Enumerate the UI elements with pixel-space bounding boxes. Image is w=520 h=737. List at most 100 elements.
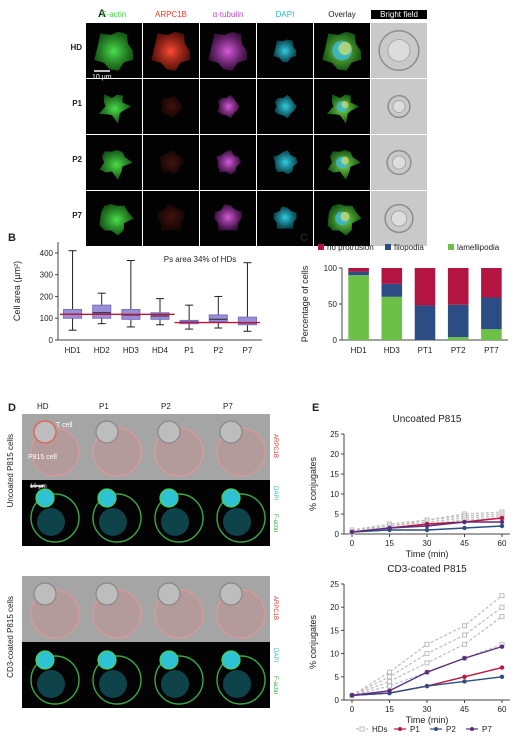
d-p815-nucleus [37,670,65,698]
d-p815-nucleus [223,670,251,698]
tile-p7-4 [314,191,370,246]
tile-p2-0 [86,135,142,190]
tile-cell-svg [273,206,297,229]
tile-cell-svg [326,94,360,124]
e-ytick-label: 10 [330,490,339,499]
e-marker-p2 [462,679,467,684]
e-hd-marker [387,678,392,684]
tile-cell-svg [217,94,240,119]
panel-c-stacked-bars: no protrusion filopodia lamellipodia 0 50 100… [300,243,508,355]
c-bar-segment [447,304,469,338]
tile-cell-svg [327,150,361,180]
cell-signal [160,94,183,119]
tile-cell-svg [378,29,420,72]
panel-b-boxplot: 0 100 200 300 400 Cell area (µm²) Ps area 34% … [12,242,262,355]
overlay-yellow [340,211,350,222]
e-hd-marker [462,641,467,647]
b-xtick-label: HD3 [123,346,140,355]
d-p815-nucleus [99,508,127,536]
cell-signal [273,150,298,175]
panel-b-letter: B [8,232,16,244]
e-marker-p7 [349,693,355,698]
tile-p2-3 [257,135,313,190]
tile-p7-1 [143,191,199,246]
d-row-svg [30,582,266,639]
row-label-p2: P2 [72,155,82,164]
d-tcell [157,582,181,606]
c-bar-segment [481,297,502,330]
e-ytick-label: 5 [335,510,340,519]
d-label-arpc1b: ARPC1B [272,596,278,621]
e-xlabel: Time (min) [406,549,449,559]
e-xtick-label: 15 [385,705,394,714]
c-legend-swatch [385,244,391,250]
d-label-arpc1b: ARPC1B [272,434,278,459]
c-xtick-label: HD1 [351,346,368,355]
d-row-svg [30,485,266,543]
c-xtick-label: PT7 [484,346,499,355]
panel-d-micrographs: HD P1 P2 P7 ARPC1B DAPI F-actin Uncoated P815 c… [0,400,300,737]
e-marker-p7 [387,688,392,693]
d-p815-label: P815 cell [28,454,57,461]
e-ytick-label: 0 [335,530,340,539]
e-hd-marker [424,651,430,657]
b-xtick-label: HD4 [152,346,169,355]
e-marker-p7 [462,519,467,525]
d-tcell-fluor [159,650,179,670]
tile-cell-svg [322,31,362,71]
e-xtick-label: 15 [385,539,394,548]
tile-p2-5 [371,135,427,190]
brightfield-nucleus [390,210,408,227]
tile-cell-svg [98,94,132,124]
e-title: Uncoated P815 [393,414,462,425]
e-marker-p1 [462,674,467,679]
row-label-p1: P1 [72,99,82,108]
d-fluor-row-1 [22,642,270,708]
d-tcell-fluor [221,488,241,508]
tile-p1-4 [314,79,370,134]
d-p815-actin [216,655,266,705]
panel-a-micrographs: F-actin ARPC1B α-tubulin DAPI Overlay Bright … [0,0,520,246]
b-ytick-label: 0 [49,336,54,345]
d-tcell [219,420,243,444]
d-col-p2: P2 [161,402,171,411]
e-xtick-label: 0 [350,539,355,548]
e-legend-marker [434,727,438,731]
c-legend-swatch [318,244,324,250]
c-bar-segment [481,268,502,298]
d-label-dapi: DAPI [272,486,278,501]
e-xtick-label: 30 [423,539,432,548]
d-p815-nucleus [161,508,189,536]
cell-signal [99,204,134,236]
d-label-factin: F-actin [272,514,278,533]
cell-signal [151,31,191,71]
d-side-label-0: Uncoated P815 cells [6,434,15,508]
c-bar-segment [381,268,403,284]
cell-signal [98,94,132,124]
tile-p1-5 [371,79,427,134]
cell-signal [94,31,134,71]
e-hd-line [351,643,503,696]
e-hd-marker [462,623,467,629]
c-ytick-label: 100 [324,264,338,273]
d-col-hd: HD [37,402,49,411]
d-p815-actin [154,493,204,543]
d-brightfield-row-0 [22,414,270,480]
panel-e-letter: E [312,402,320,414]
e-legend-label: P2 [446,725,456,734]
brightfield-cell [378,29,420,72]
channel-header-5: Bright field [371,10,427,19]
d-col-p1: P1 [99,402,109,411]
e-hd-marker [462,632,467,638]
b-ytick-label: 100 [40,314,54,323]
tile-cell-svg [151,31,191,71]
d-tcell-fluor [97,488,117,508]
overlay-yellow [338,41,352,56]
d-fluor-row-0 [22,480,270,546]
b-box [237,316,257,326]
tile-cell-svg [159,150,184,175]
d-label-factin: F-actin [272,676,278,695]
panel-e-coated-chart: CD3-coated P815 0 5 10 15 20 25 0 15 30 45 60 Time (… [308,564,510,734]
c-bar-segment [348,268,369,272]
tile-cell-svg [99,150,133,180]
